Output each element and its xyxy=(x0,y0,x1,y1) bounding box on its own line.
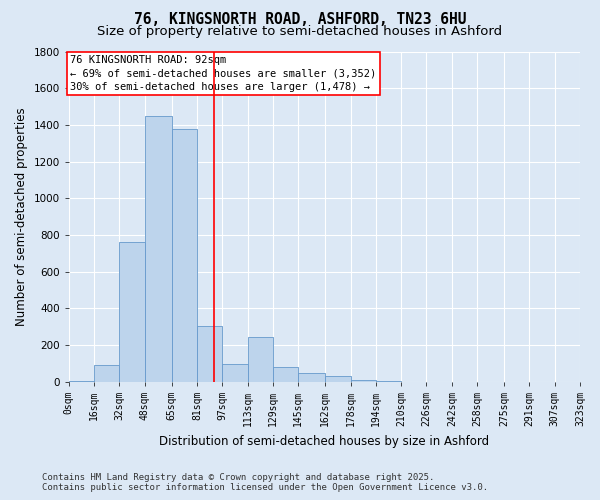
Text: Size of property relative to semi-detached houses in Ashford: Size of property relative to semi-detach… xyxy=(97,25,503,38)
Bar xyxy=(197,326,223,382)
Bar xyxy=(350,380,376,382)
Bar xyxy=(94,366,119,382)
Y-axis label: Number of semi-detached properties: Number of semi-detached properties xyxy=(15,108,28,326)
Bar xyxy=(273,367,298,382)
Bar xyxy=(223,364,248,382)
Bar xyxy=(325,376,350,382)
Bar xyxy=(69,381,94,382)
Bar xyxy=(376,381,401,382)
Text: 76 KINGSNORTH ROAD: 92sqm
← 69% of semi-detached houses are smaller (3,352)
30% : 76 KINGSNORTH ROAD: 92sqm ← 69% of semi-… xyxy=(70,55,377,92)
Bar xyxy=(172,128,197,382)
Text: 76, KINGSNORTH ROAD, ASHFORD, TN23 6HU: 76, KINGSNORTH ROAD, ASHFORD, TN23 6HU xyxy=(134,12,466,28)
Bar xyxy=(145,116,172,382)
Bar xyxy=(298,372,325,382)
Bar xyxy=(119,242,145,382)
Text: Contains HM Land Registry data © Crown copyright and database right 2025.
Contai: Contains HM Land Registry data © Crown c… xyxy=(42,473,488,492)
X-axis label: Distribution of semi-detached houses by size in Ashford: Distribution of semi-detached houses by … xyxy=(160,434,490,448)
Bar xyxy=(248,337,273,382)
